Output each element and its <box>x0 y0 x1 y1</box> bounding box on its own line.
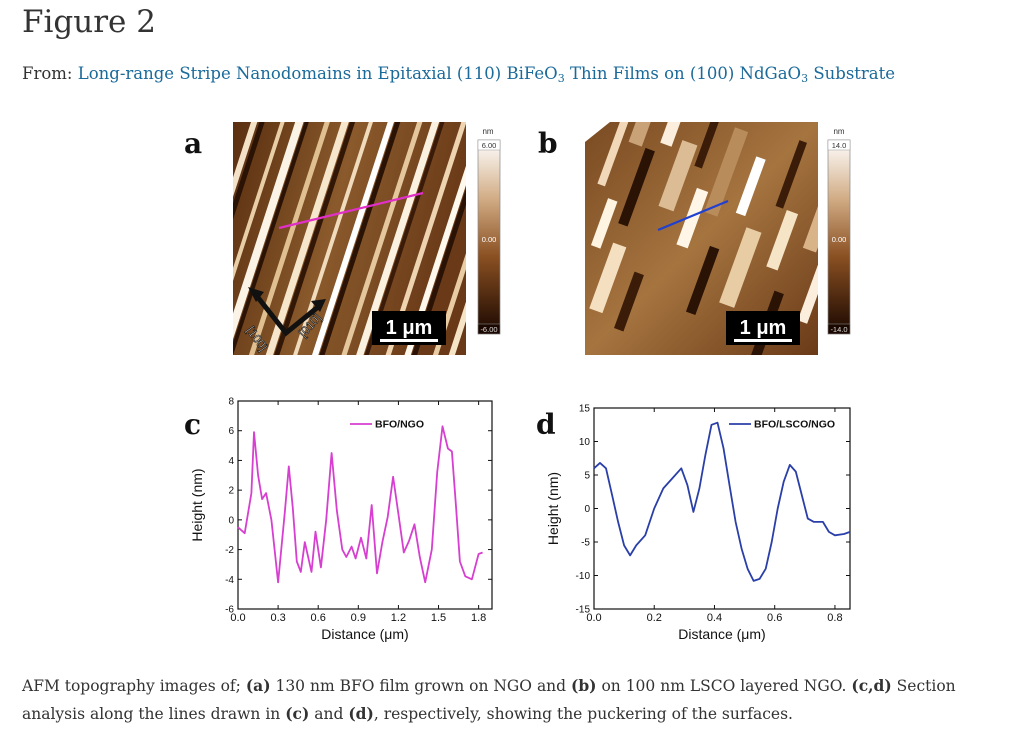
colorbar-unit-a: nm <box>482 127 493 136</box>
x-tick-label: 0.3 <box>270 612 285 624</box>
afm-image-a: [100] [010] 1 μm <box>233 122 466 355</box>
figure-caption: AFM topography images of; (a) 130 nm BFO… <box>22 672 1012 728</box>
colorbar-max-b: 14.0 <box>832 141 847 150</box>
x-tick-label: 0.9 <box>351 612 366 624</box>
article-link-text-2: Thin Films on (100) NdGaO <box>564 64 802 83</box>
colorbar-a: nm 6.00 0.00 -6.00 <box>477 127 501 335</box>
panel-letter-a: a <box>184 127 202 160</box>
caption-text-2: 130 nm BFO film grown on NGO and <box>270 677 572 695</box>
y-tick-label: 15 <box>579 404 591 415</box>
caption-ref-c: (c) <box>285 704 310 723</box>
x-tick-label: 0.0 <box>586 612 601 624</box>
article-link-text-1: Long-range Stripe Nanodomains in Epitaxi… <box>77 64 558 83</box>
caption-text-5: and <box>309 705 349 723</box>
scalebar-label-b: 1 μm <box>740 317 787 339</box>
y-tick-label: 5 <box>584 471 590 482</box>
article-link-sub-1: 3 <box>557 72 565 85</box>
figure-image: a <box>180 112 880 657</box>
y-axis-label: Height (nm) <box>189 468 205 541</box>
x-tick-label: 0.6 <box>767 612 782 624</box>
panel-letter-d: d <box>536 408 556 441</box>
colorbar-unit-b: nm <box>833 127 844 136</box>
colorbar-b: nm 14.0 0.00 -14.0 <box>827 127 851 335</box>
y-tick-label: -10 <box>576 571 591 582</box>
caption-ref-d: (d) <box>348 704 374 723</box>
x-tick-label: 1.5 <box>431 612 446 624</box>
chart-c: 0.0 0.3 0.6 0.9 1.2 1.5 1.8 -6 -4 -2 0 2 4 6 8 Distance… <box>189 397 493 642</box>
y-tick-label: -4 <box>225 575 234 586</box>
series-line <box>593 421 851 582</box>
y-tick-label: 0 <box>228 515 234 526</box>
colorbar-max-a: 6.00 <box>482 141 497 150</box>
caption-text-3: on 100 nm LSCO layered NGO. <box>596 677 852 695</box>
from-label: From: <box>22 64 73 83</box>
plot-frame <box>237 400 493 610</box>
y-tick-label: -15 <box>576 605 591 616</box>
x-axis-label: Distance (μm) <box>321 626 408 642</box>
colorbar-mid-a: 0.00 <box>482 235 497 244</box>
article-link-text-3: Substrate <box>808 64 896 83</box>
y-tick-label: 6 <box>228 426 234 437</box>
afm-stripes-a <box>233 122 466 355</box>
x-tick-label: 1.2 <box>391 612 406 624</box>
y-tick-label: -2 <box>225 545 234 556</box>
afm-image-b: 1 μm <box>585 122 818 355</box>
y-tick-label: 8 <box>228 397 234 408</box>
caption-ref-cd: (c,d) <box>851 676 892 695</box>
y-tick-label: 10 <box>579 437 591 448</box>
section-line-b <box>657 199 729 232</box>
scalebar-label-a: 1 μm <box>386 317 433 339</box>
x-tick-label: 1.8 <box>471 612 486 624</box>
legend-label: BFO/LSCO/NGO <box>754 419 835 431</box>
caption-text-6: , respectively, showing the puckering of… <box>373 705 793 723</box>
y-axis-label: Height (nm) <box>545 472 561 545</box>
article-link-sub-2: 3 <box>801 72 809 85</box>
y-tick-label: -6 <box>225 605 234 616</box>
caption-text-1: AFM topography images of; <box>22 677 246 695</box>
legend-label: BFO/NGO <box>375 419 424 431</box>
section-line-a <box>278 191 424 230</box>
y-tick-label: 0 <box>584 504 590 515</box>
x-tick-label: 0.4 <box>707 612 722 624</box>
x-tick-label: 0.0 <box>230 612 245 624</box>
x-axis-label: Distance (μm) <box>678 626 765 642</box>
y-tick-label: 2 <box>228 486 234 497</box>
colorbar-mid-b: 0.00 <box>832 235 847 244</box>
figure-svg: a <box>184 122 851 642</box>
caption-text-4: Section analysis along the lines drawn i… <box>22 677 956 723</box>
y-tick-label: -5 <box>581 538 590 549</box>
series-line <box>237 425 483 584</box>
from-line: From: Long-range Stripe Nanodomains in E… <box>22 64 895 85</box>
figure-title: Figure 2 <box>22 4 156 40</box>
x-tick-label: 0.2 <box>647 612 662 624</box>
panel-letter-b: b <box>538 127 558 160</box>
chart-d: 0.0 0.2 0.4 0.6 0.8 -15 -10 -5 0 5 10 15 Distance (μ… <box>545 404 851 642</box>
caption-ref-a: (a) <box>245 676 271 695</box>
y-tick-label: 4 <box>228 456 234 467</box>
panel-letter-c: c <box>184 408 201 441</box>
caption-ref-b: (b) <box>571 676 597 695</box>
colorbar-min-a: -6.00 <box>480 325 497 334</box>
colorbar-min-b: -14.0 <box>830 325 847 334</box>
article-link[interactable]: Long-range Stripe Nanodomains in Epitaxi… <box>77 64 896 85</box>
x-tick-label: 0.6 <box>311 612 326 624</box>
x-tick-label: 0.8 <box>827 612 842 624</box>
